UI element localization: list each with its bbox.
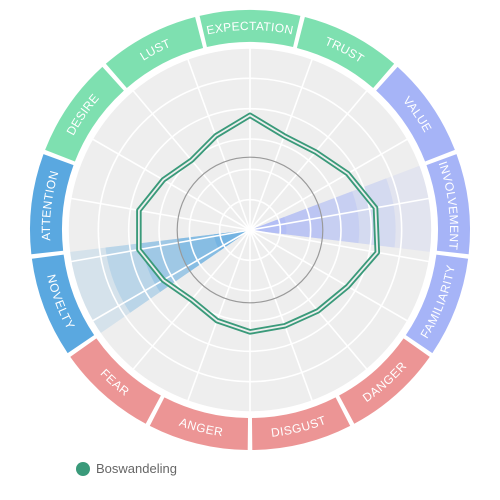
grid-spoke <box>249 229 313 402</box>
series-layer <box>136 112 381 335</box>
segment-disgust[interactable] <box>251 397 351 450</box>
category-ring: EXPECTATIONTRUSTVALUEINVOLVEMENTFAMILIAR… <box>30 10 470 450</box>
grid-spoke <box>91 229 251 322</box>
legend-swatch <box>76 461 90 476</box>
segment-anger[interactable] <box>149 397 249 450</box>
grid-spoke <box>249 229 430 263</box>
grid-spoke <box>249 229 368 370</box>
grid-spoke <box>91 138 251 231</box>
segment-trust[interactable] <box>296 16 395 88</box>
segment-label-expectation: EXPECTATION <box>205 19 294 38</box>
segment-attention[interactable] <box>30 154 74 255</box>
legend-label: Boswandeling <box>96 461 177 476</box>
grid-spoke <box>70 197 251 231</box>
grid-spoke <box>187 229 251 402</box>
grid-spoke <box>249 58 313 231</box>
grid <box>67 47 433 413</box>
segment-danger[interactable] <box>339 338 430 424</box>
segment-desire[interactable] <box>45 66 124 162</box>
grid-spoke <box>249 197 430 231</box>
grid-spoke <box>249 138 409 231</box>
segment-fear[interactable] <box>70 338 161 424</box>
segment-expectation[interactable] <box>199 10 301 48</box>
grid-spoke <box>249 229 409 322</box>
grid-spoke <box>70 229 251 263</box>
segment-lust[interactable] <box>105 16 204 88</box>
segment-familiarity[interactable] <box>405 254 469 354</box>
segment-involvement[interactable] <box>426 154 470 255</box>
grid-spoke <box>187 58 251 231</box>
legend[interactable]: Boswandeling <box>76 461 177 476</box>
reference-circle <box>176 156 324 304</box>
segment-value[interactable] <box>376 66 455 162</box>
highlight-involvement <box>250 165 432 252</box>
segment-novelty[interactable] <box>31 254 95 354</box>
highlight-involvement <box>250 178 396 248</box>
highlight-involvement <box>250 191 360 244</box>
highlight-involvement <box>250 217 287 235</box>
grid-spoke <box>249 90 368 231</box>
highlight-involvement <box>250 204 323 239</box>
